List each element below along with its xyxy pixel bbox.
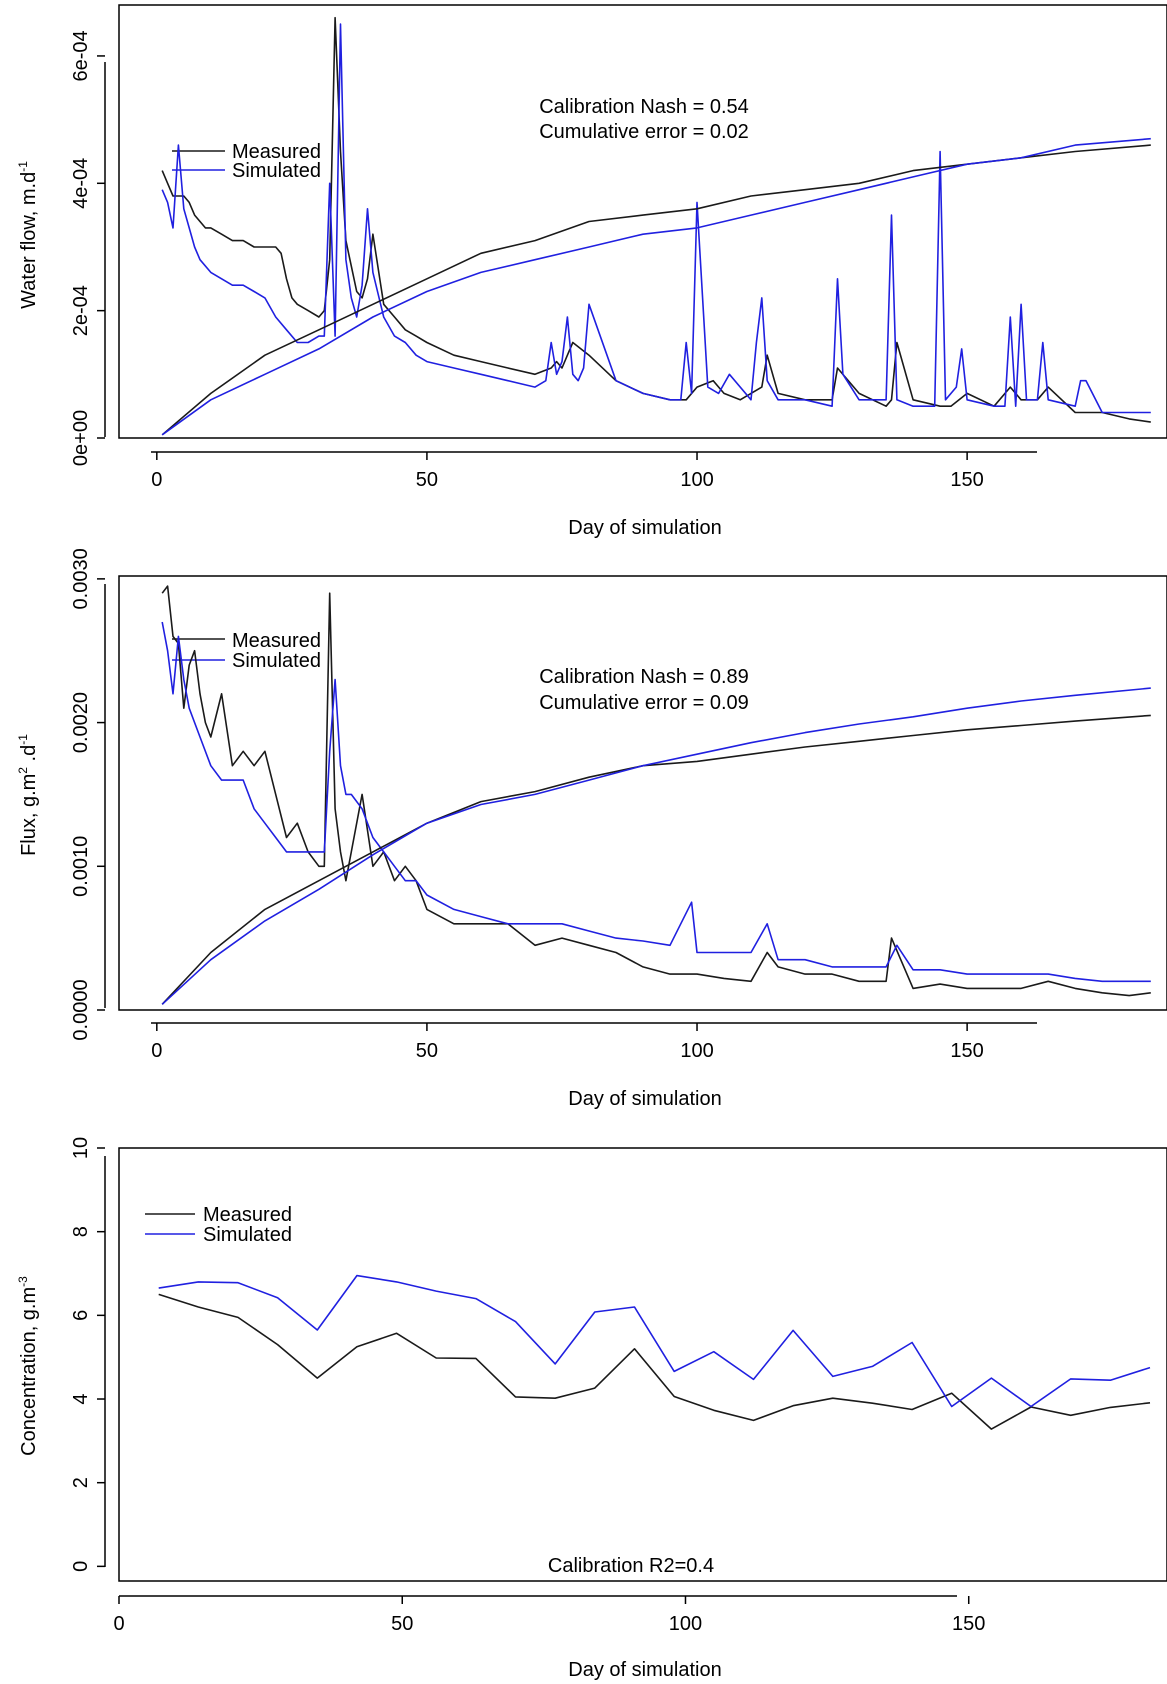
panel-1-x-tick-label: 150 (950, 469, 983, 491)
panel-2-y-label: Flux, g.m2 .d-1 (16, 734, 40, 856)
panel-3-annotation-r2: Calibration R2=0.4 (548, 1555, 714, 1577)
panel-1-x-tick-label: 0 (151, 469, 162, 491)
panel-concentration: 0 50 100 150 0 2 4 6 8 10 Day of simulation Conc… (16, 1137, 1167, 1681)
panel-1-y-label-sup: -1 (16, 161, 30, 172)
panel-3-x-axis: 0 50 100 150 (113, 1595, 985, 1635)
panel-2-annotation-error: Cumulative error = 0.09 (539, 692, 749, 714)
panel-3-x-tick-label: 0 (113, 1613, 124, 1635)
panel-2-y-label-text: Flux, g.m (18, 774, 40, 856)
panel-2-legend: Measured Simulated (172, 630, 321, 672)
panel-2-x-tick-label: 0 (151, 1040, 162, 1062)
panel-3-y-axis: 0 2 4 6 8 10 (70, 1137, 106, 1572)
panel-1-legend-simulated: Simulated (232, 160, 321, 182)
panel-3-y-tick-label: 0 (70, 1561, 92, 1572)
panel-1-y-tick-label: 6e-04 (70, 30, 92, 81)
panel-1-series-measured (161, 16, 1151, 423)
panel-2-x-tick-label: 150 (950, 1040, 983, 1062)
panel-3-y-tick-label: 2 (70, 1477, 92, 1488)
panel-2-series-simulated-cumulative (161, 687, 1151, 1005)
panel-3-series-simulated (158, 1274, 1151, 1408)
panel-2-series-simulated (161, 621, 1151, 983)
panel-1-x-label: Day of simulation (568, 517, 721, 539)
panel-3-y-tick-label: 6 (70, 1310, 92, 1321)
panel-1-y-axis: 0e+00 2e-04 4e-04 6e-04 (70, 30, 106, 466)
panel-2-plot-area (161, 585, 1151, 1005)
panel-3-x-tick-label: 150 (952, 1613, 985, 1635)
panel-1-annotation-nash: Calibration Nash = 0.54 (539, 96, 749, 118)
panel-2-x-label: Day of simulation (568, 1088, 721, 1110)
panel-2-legend-measured: Measured (232, 630, 321, 652)
panel-3-x-tick-label: 100 (669, 1613, 702, 1635)
panel-1-y-tick-label: 4e-04 (70, 158, 92, 209)
panel-1-y-tick-label: 2e-04 (70, 285, 92, 336)
panel-flux: 0 50 100 150 0.0000 0.0010 0.0020 0.0030 Day o… (16, 548, 1167, 1110)
panel-3-y-label-sup: -3 (16, 1276, 30, 1287)
panel-3-legend: Measured Simulated (145, 1204, 292, 1246)
panel-1-series-measured-cumulative (161, 144, 1151, 436)
panel-1-legend-measured: Measured (232, 141, 321, 163)
panel-2-frame (118, 575, 1167, 1011)
panel-2-y-label-mid: .d (18, 745, 40, 767)
panel-3-y-label-text: Concentration, g.m (18, 1287, 40, 1456)
panel-1-legend: Measured Simulated (172, 141, 321, 182)
panel-3-series-measured (158, 1293, 1151, 1430)
panel-2-series-measured (161, 585, 1151, 997)
panel-3-x-tick-label: 50 (391, 1613, 413, 1635)
panel-water-flow: 0 50 100 150 0e+00 2e-04 4e-04 6e-04 Day of si… (16, 4, 1167, 539)
panel-1-frame (118, 4, 1167, 439)
panel-3-y-tick-label: 8 (70, 1226, 92, 1237)
panel-1-y-tick-label: 0e+00 (70, 410, 92, 466)
panel-3-legend-simulated: Simulated (203, 1224, 292, 1246)
panel-2-x-tick-label: 100 (680, 1040, 713, 1062)
panel-1-y-label: Water flow, m.d-1 (16, 161, 40, 309)
panel-3-y-label: Concentration, g.m-3 (16, 1276, 40, 1456)
panel-3-x-label: Day of simulation (568, 1659, 721, 1681)
panel-2-legend-simulated: Simulated (232, 650, 321, 672)
panel-1-annotation-error: Cumulative error = 0.02 (539, 121, 749, 143)
panel-3-plot-area (158, 1274, 1151, 1430)
panel-1-plot-area (161, 16, 1151, 436)
panel-2-y-tick-label: 0.0020 (70, 692, 92, 753)
panel-2-x-tick-label: 50 (416, 1040, 438, 1062)
panel-3-y-tick-label: 4 (70, 1393, 92, 1404)
panel-2-y-label-sup: 2 (16, 767, 30, 774)
panel-2-annotation-nash: Calibration Nash = 0.89 (539, 666, 749, 688)
panel-2-x-axis: 0 50 100 150 (151, 1022, 1037, 1062)
panel-2-y-tick-label: 0.0030 (70, 548, 92, 609)
panel-3-legend-measured: Measured (203, 1204, 292, 1226)
panel-2-series-measured-cumulative (161, 714, 1151, 1005)
panel-3-y-tick-label: 10 (70, 1137, 92, 1159)
panel-1-x-tick-label: 50 (416, 469, 438, 491)
panel-2-y-tick-label: 0.0010 (70, 836, 92, 897)
panel-1-x-axis: 0 50 100 150 (151, 451, 1037, 491)
panel-2-y-tick-label: 0.0000 (70, 979, 92, 1040)
panel-2-y-axis: 0.0000 0.0010 0.0020 0.0030 (70, 548, 106, 1041)
panel-3-frame (118, 1147, 1167, 1582)
panel-2-y-label-sup2: -1 (16, 734, 30, 745)
panel-1-series-simulated-cumulative (161, 137, 1151, 436)
panel-1-y-label-text: Water flow, m.d (18, 172, 40, 309)
panel-1-series-simulated (161, 23, 1151, 414)
panel-1-x-tick-label: 100 (680, 469, 713, 491)
